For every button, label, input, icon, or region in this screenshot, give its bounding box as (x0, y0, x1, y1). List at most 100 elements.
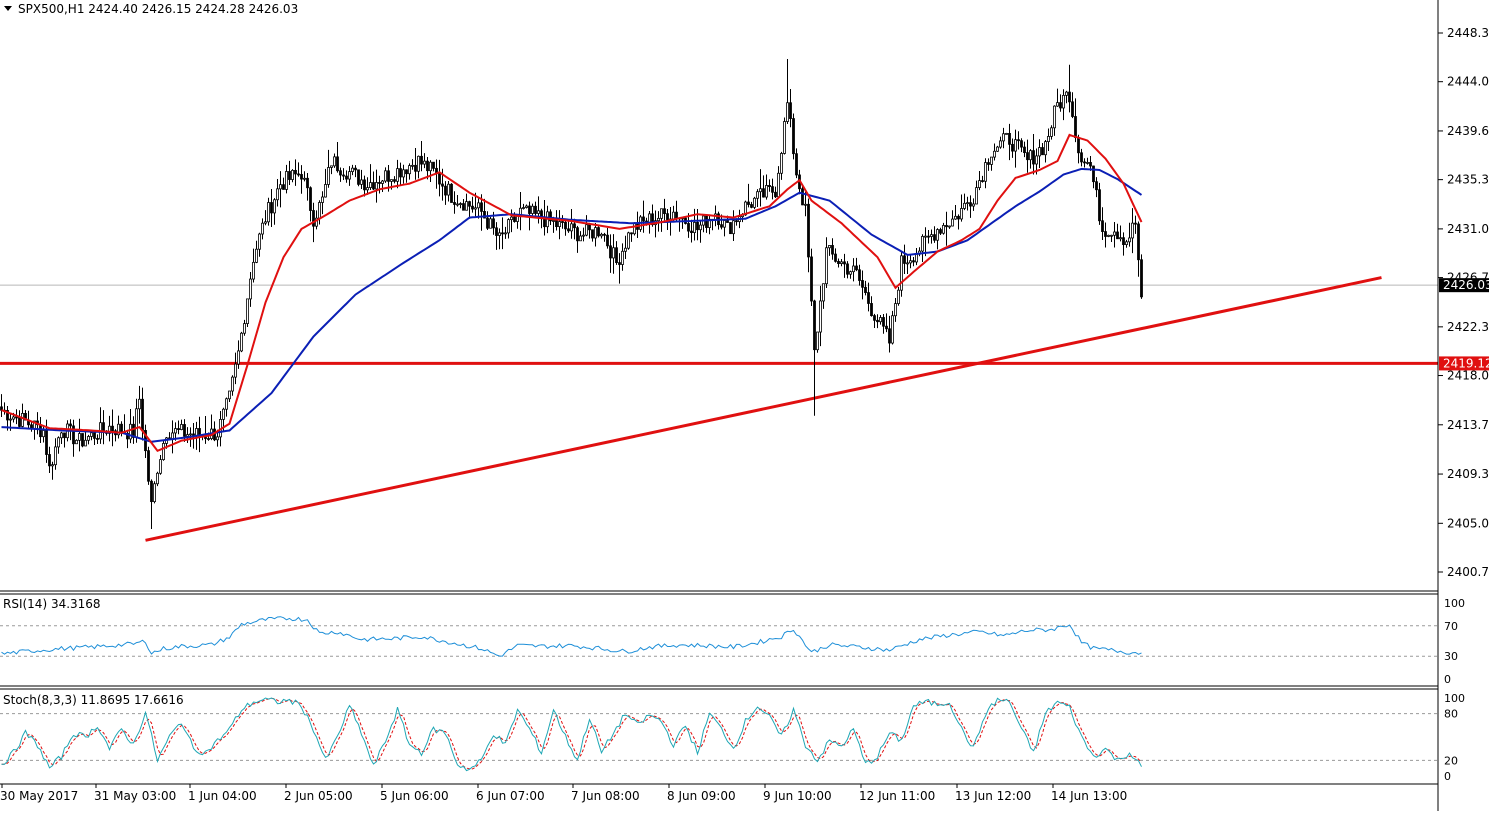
bull-candle (909, 260, 912, 264)
bear-candle (501, 232, 504, 235)
bull-candle (879, 317, 882, 323)
bull-candle (1038, 147, 1041, 157)
price-tick-label: 2413.70 (1447, 418, 1489, 432)
time-tick-label: 1 Jun 04:00 (188, 789, 257, 803)
bull-candle (951, 218, 954, 227)
bull-candle (852, 265, 855, 273)
bear-candle (1137, 223, 1140, 261)
price-tick-label: 2418.05 (1447, 369, 1489, 383)
bull-candle (552, 220, 555, 222)
bear-candle (771, 186, 774, 193)
bear-candle (792, 118, 795, 155)
bull-candle (54, 446, 57, 466)
bear-candle (483, 211, 486, 219)
stoch-tick-label: 0 (1444, 770, 1451, 783)
bear-candle (981, 180, 984, 182)
bear-candle (729, 222, 732, 235)
bull-candle (159, 459, 162, 474)
bear-candle (774, 191, 777, 198)
price-tick-label: 2448.30 (1447, 26, 1489, 40)
bull-candle (531, 205, 534, 214)
bear-candle (1116, 231, 1119, 240)
stoch-tick-label: 80 (1444, 708, 1458, 721)
bear-candle (132, 423, 135, 438)
rsi-panel (0, 616, 1438, 657)
bull-candle (1125, 241, 1128, 246)
bull-candle (693, 221, 696, 234)
bull-candle (477, 202, 480, 209)
bull-candle (621, 250, 624, 265)
bull-candle (1110, 234, 1113, 237)
bear-candle (354, 167, 357, 171)
bull-candle (525, 205, 528, 208)
bear-candle (96, 437, 99, 440)
bear-candle (603, 233, 606, 236)
time-tick-label: 31 May 03:00 (94, 789, 176, 803)
bull-candle (429, 161, 432, 172)
bear-candle (282, 184, 285, 190)
bear-candle (609, 245, 612, 259)
price-tick-label: 2439.65 (1447, 124, 1489, 138)
bull-candle (1131, 222, 1134, 239)
price-tick-label: 2444.00 (1447, 75, 1489, 89)
bull-candle (1014, 139, 1017, 152)
bear-candle (888, 328, 891, 344)
bear-candle (912, 260, 915, 263)
bull-candle (261, 222, 264, 235)
bear-candle (768, 185, 771, 188)
bull-candle (12, 416, 15, 420)
rsi-line (1, 616, 1142, 657)
bull-candle (1065, 91, 1068, 96)
bull-candle (840, 261, 843, 264)
bull-candle (942, 225, 945, 234)
collapse-arrow-icon[interactable] (4, 6, 12, 11)
bear-candle (873, 315, 876, 321)
bear-candle (807, 203, 810, 258)
bull-candle (321, 196, 324, 203)
bull-candle (333, 156, 336, 167)
price-tick-label: 2422.35 (1447, 320, 1489, 334)
bull-candle (660, 208, 663, 219)
bull-candle (285, 171, 288, 190)
bear-candle (141, 398, 144, 431)
bear-candle (588, 224, 591, 231)
bull-candle (804, 203, 807, 206)
bear-candle (426, 160, 429, 172)
bear-candle (69, 423, 72, 427)
bear-candle (357, 169, 360, 185)
bull-candle (993, 150, 996, 158)
bull-candle (84, 439, 87, 447)
rsi-tick-label: 0 (1444, 673, 1451, 686)
bull-candle (375, 182, 378, 190)
bull-candle (600, 233, 603, 237)
bear-candle (480, 202, 483, 212)
bear-candle (6, 410, 9, 421)
bull-candle (1053, 105, 1056, 129)
bull-candle (978, 180, 981, 189)
bear-candle (1041, 147, 1044, 156)
level-price-tag (1439, 356, 1489, 371)
bull-candle (963, 202, 966, 209)
bear-candle (642, 216, 645, 222)
bull-candle (360, 179, 363, 185)
bear-candle (420, 155, 423, 165)
bear-candle (1059, 102, 1062, 109)
bear-candle (450, 183, 453, 203)
bull-candle (996, 146, 999, 152)
bear-candle (813, 300, 816, 351)
bear-candle (861, 280, 864, 288)
bear-candle (705, 215, 708, 228)
bull-candle (90, 432, 93, 437)
bull-candle (756, 191, 759, 199)
bull-candle (522, 207, 525, 209)
bear-candle (651, 213, 654, 226)
bear-candle (372, 182, 375, 190)
bull-candle (228, 390, 231, 400)
time-tick-label: 6 Jun 07:00 (476, 789, 545, 803)
bull-candle (330, 165, 333, 168)
bull-candle (975, 187, 978, 205)
bear-candle (300, 174, 303, 180)
bull-candle (498, 232, 501, 236)
bull-candle (999, 140, 1002, 148)
